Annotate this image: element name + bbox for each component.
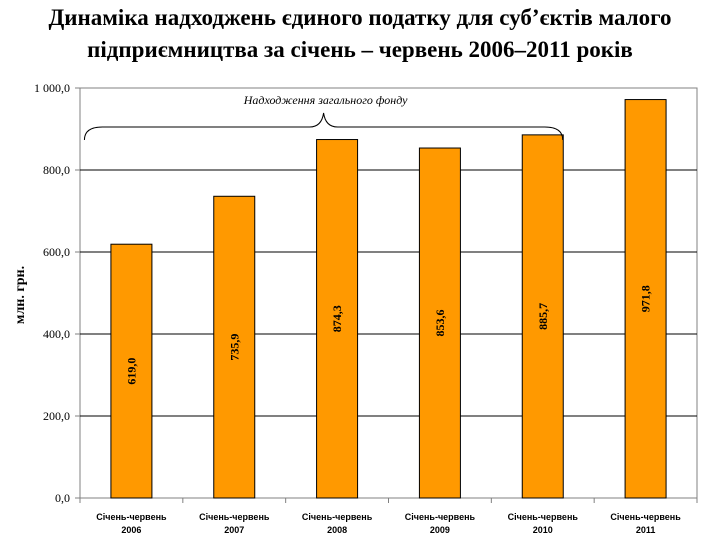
bar-data-label: 619,0 (124, 358, 138, 385)
bar-data-label: 735,9 (227, 334, 241, 361)
y-tick-label: 800,0 (43, 163, 70, 177)
bar-data-label: 971,8 (639, 285, 653, 312)
chart-title-line-2: підприємництва за січень – червень 2006–… (87, 37, 633, 62)
annotation-label: Надходження загального фонду (243, 93, 408, 107)
bar-data-label: 874,3 (330, 305, 344, 332)
y-axis-label: млн. грн. (13, 266, 28, 324)
y-tick-label: 400,0 (43, 327, 70, 341)
x-category-label: Січень-червень (302, 512, 373, 522)
bar-data-label: 853,6 (433, 310, 447, 337)
bar (110, 243, 153, 499)
y-tick-label: 1 000,0 (34, 81, 70, 95)
bar (521, 134, 564, 499)
x-category-year: 2007 (224, 525, 244, 535)
bar (624, 99, 667, 499)
x-category-label: Січень-червень (199, 512, 270, 522)
x-category-label: Січень-червень (508, 512, 579, 522)
y-tick-label: 600,0 (43, 245, 70, 259)
annotation-brace (83, 112, 564, 141)
x-category-label: Січень-червень (405, 512, 476, 522)
x-category-year: 2011 (636, 525, 656, 535)
chart-title: Динаміка надходжень єдиного податку для … (0, 2, 720, 66)
x-category-year: 2010 (533, 525, 553, 535)
bar-data-label: 885,7 (536, 303, 550, 330)
x-category-year: 2008 (327, 525, 347, 535)
chart-title-line-1: Динаміка надходжень єдиного податку для … (48, 5, 672, 30)
y-tick-label: 0,0 (55, 491, 70, 505)
bar (213, 195, 256, 499)
plot-area (79, 87, 698, 499)
x-category-year: 2006 (121, 525, 141, 535)
x-category-year: 2009 (430, 525, 450, 535)
x-category-label: Січень-червень (96, 512, 167, 522)
bar (316, 139, 359, 499)
y-tick-label: 200,0 (43, 409, 70, 423)
bar (418, 147, 461, 499)
x-category-label: Січень-червень (610, 512, 681, 522)
